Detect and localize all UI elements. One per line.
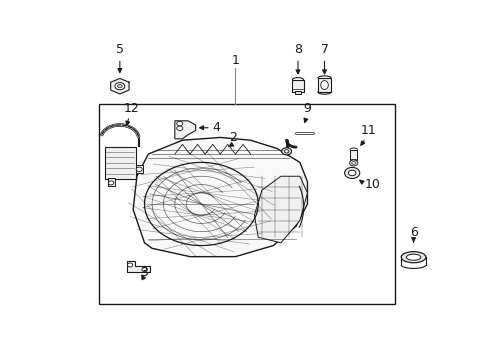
Polygon shape xyxy=(254,176,307,243)
Text: 6: 6 xyxy=(409,226,417,239)
Circle shape xyxy=(281,148,291,155)
Bar xyxy=(99,104,394,304)
Text: 2: 2 xyxy=(229,131,237,144)
Polygon shape xyxy=(133,138,307,257)
Ellipse shape xyxy=(406,254,420,260)
Text: 8: 8 xyxy=(293,43,302,56)
Text: 9: 9 xyxy=(303,102,311,115)
Bar xyxy=(292,80,303,92)
Circle shape xyxy=(142,268,147,271)
Circle shape xyxy=(347,170,355,176)
Bar xyxy=(317,78,331,92)
Text: 1: 1 xyxy=(231,54,239,67)
Bar xyxy=(136,165,142,174)
Circle shape xyxy=(284,150,288,153)
Circle shape xyxy=(351,162,355,164)
Text: 4: 4 xyxy=(212,121,220,134)
Circle shape xyxy=(349,160,357,166)
Bar xyxy=(294,91,301,94)
Bar xyxy=(349,150,357,160)
Circle shape xyxy=(115,82,124,90)
Text: 11: 11 xyxy=(360,125,375,138)
Circle shape xyxy=(117,85,122,88)
Ellipse shape xyxy=(401,252,425,263)
Text: 3: 3 xyxy=(140,266,148,279)
Circle shape xyxy=(108,181,114,185)
Bar xyxy=(350,159,356,162)
Bar xyxy=(107,178,114,186)
Text: 12: 12 xyxy=(123,102,139,115)
Polygon shape xyxy=(110,78,129,94)
Circle shape xyxy=(176,126,183,131)
Bar xyxy=(104,147,136,179)
Ellipse shape xyxy=(320,81,327,90)
Circle shape xyxy=(127,263,132,267)
Circle shape xyxy=(176,121,183,126)
Polygon shape xyxy=(127,261,150,272)
Text: 5: 5 xyxy=(116,43,123,56)
Circle shape xyxy=(136,167,142,172)
Text: 10: 10 xyxy=(364,178,379,191)
Text: 7: 7 xyxy=(320,43,328,56)
Polygon shape xyxy=(175,121,195,139)
Circle shape xyxy=(344,167,359,179)
